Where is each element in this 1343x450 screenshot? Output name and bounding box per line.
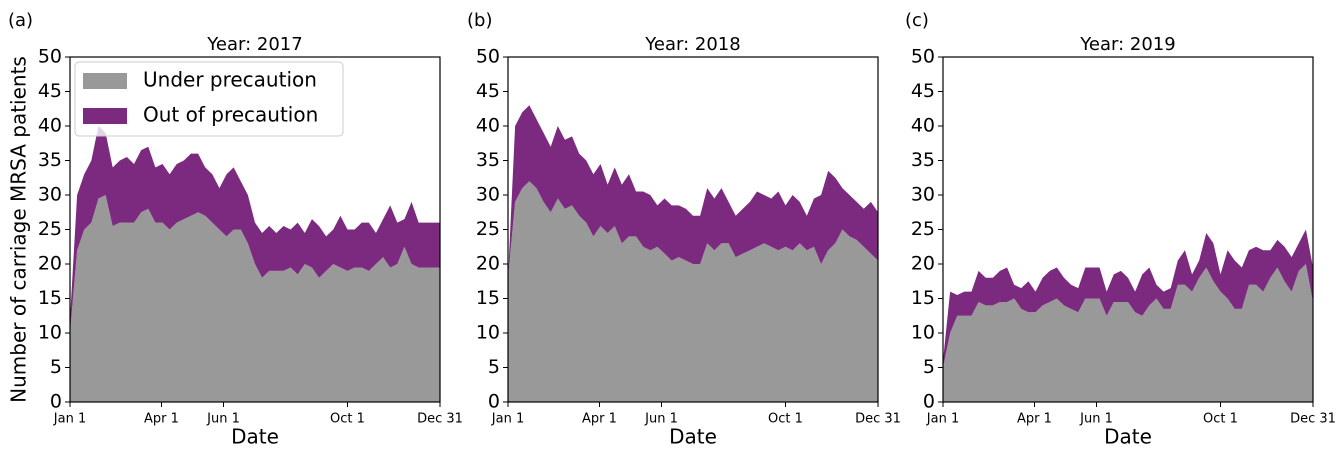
- legend-label: Under precaution: [143, 68, 317, 92]
- legend-swatch: [83, 73, 127, 89]
- chart-title: Year: 2017: [206, 34, 302, 55]
- chart-title: Year: 2018: [644, 34, 740, 55]
- legend-swatch: [83, 108, 127, 124]
- x-tick-label: Oct 1: [330, 412, 365, 427]
- x-tick-label: Apr 1: [1017, 412, 1052, 427]
- y-tick-label: 5: [488, 356, 500, 378]
- x-tick-label: Jun 1: [1079, 412, 1113, 427]
- y-tick-label: 5: [50, 356, 62, 378]
- y-tick-label: 25: [476, 218, 500, 240]
- y-tick-label: 10: [476, 322, 500, 344]
- x-axis-label: Date: [231, 425, 279, 449]
- area: [70, 195, 440, 402]
- x-tick-label: Dec 31: [1290, 412, 1336, 427]
- y-tick-label: 20: [911, 253, 935, 275]
- x-tick-label: Oct 1: [1203, 412, 1238, 427]
- y-tick-label: 15: [38, 287, 62, 309]
- y-tick-label: 0: [488, 391, 500, 413]
- y-tick-label: 0: [50, 391, 62, 413]
- x-tick-label: Apr 1: [582, 412, 617, 427]
- y-tick-label: 50: [911, 46, 935, 68]
- y-tick-label: 30: [476, 184, 500, 206]
- area: [508, 105, 878, 278]
- y-tick-label: 0: [923, 391, 935, 413]
- y-axis-label: Number of carriage MRSA patients: [7, 56, 31, 403]
- x-tick-label: Jun 1: [644, 412, 678, 427]
- legend-frame: [74, 61, 344, 137]
- x-tick-label: Dec 31: [417, 412, 463, 427]
- area: [70, 126, 440, 333]
- y-tick-label: 35: [476, 149, 500, 171]
- y-tick-label: 45: [38, 80, 62, 102]
- x-tick-label: Apr 1: [144, 412, 179, 427]
- y-tick-label: 10: [38, 322, 62, 344]
- area: [943, 264, 1313, 402]
- y-tick-label: 20: [476, 253, 500, 275]
- y-tick-label: 45: [476, 80, 500, 102]
- legend-label: Out of precaution: [143, 103, 318, 127]
- y-tick-label: 5: [923, 356, 935, 378]
- x-tick-label: Jan 1: [491, 412, 524, 427]
- panel-label: (c): [905, 10, 929, 31]
- y-tick-label: 50: [38, 46, 62, 68]
- x-axis-label: Date: [669, 425, 717, 449]
- x-tick-label: Jan 1: [53, 412, 86, 427]
- y-tick-label: 20: [38, 253, 62, 275]
- y-tick-label: 30: [911, 184, 935, 206]
- y-tick-label: 25: [38, 218, 62, 240]
- x-axis-label: Date: [1104, 425, 1152, 449]
- y-tick-label: 10: [911, 322, 935, 344]
- y-tick-label: 40: [38, 115, 62, 137]
- y-tick-label: 25: [911, 218, 935, 240]
- y-tick-label: 50: [476, 46, 500, 68]
- x-tick-label: Jan 1: [926, 412, 959, 427]
- y-tick-label: 15: [911, 287, 935, 309]
- panel-label: (a): [8, 10, 33, 31]
- y-tick-label: 40: [911, 115, 935, 137]
- x-tick-label: Oct 1: [768, 412, 803, 427]
- y-tick-label: 35: [38, 149, 62, 171]
- y-tick-label: 30: [38, 184, 62, 206]
- chart-title: Year: 2019: [1079, 34, 1175, 55]
- y-tick-label: 15: [476, 287, 500, 309]
- panel-label: (b): [467, 10, 492, 31]
- area: [943, 229, 1313, 368]
- x-tick-label: Dec 31: [855, 412, 901, 427]
- y-tick-label: 45: [911, 80, 935, 102]
- y-tick-label: 35: [911, 149, 935, 171]
- x-tick-label: Jun 1: [206, 412, 240, 427]
- legend: Under precaution Out of precaution: [74, 61, 344, 137]
- y-tick-label: 40: [476, 115, 500, 137]
- area: [508, 181, 878, 402]
